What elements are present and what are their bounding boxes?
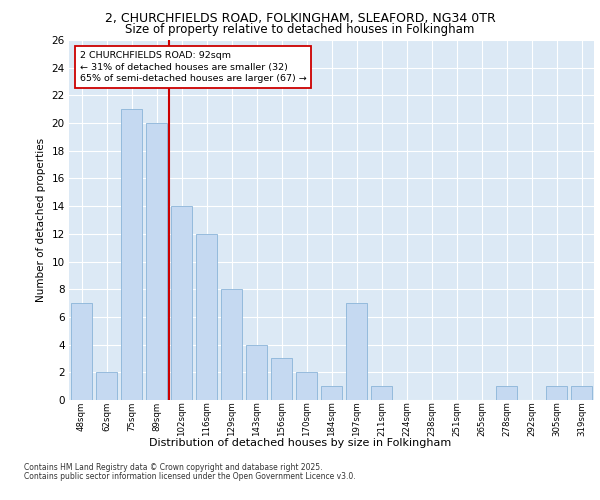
Text: 2 CHURCHFIELDS ROAD: 92sqm
← 31% of detached houses are smaller (32)
65% of semi: 2 CHURCHFIELDS ROAD: 92sqm ← 31% of deta… (79, 51, 306, 84)
Bar (171, 206, 192, 400)
Text: Contains HM Land Registry data © Crown copyright and database right 2025.: Contains HM Land Registry data © Crown c… (24, 464, 323, 472)
Text: Contains public sector information licensed under the Open Government Licence v3: Contains public sector information licen… (24, 472, 356, 481)
Bar (571, 386, 592, 400)
Bar (71, 303, 92, 400)
Text: 2, CHURCHFIELDS ROAD, FOLKINGHAM, SLEAFORD, NG34 0TR: 2, CHURCHFIELDS ROAD, FOLKINGHAM, SLEAFO… (104, 12, 496, 25)
Bar (96, 372, 117, 400)
Bar (371, 386, 392, 400)
Y-axis label: Number of detached properties: Number of detached properties (36, 138, 46, 302)
Text: Distribution of detached houses by size in Folkingham: Distribution of detached houses by size … (149, 438, 451, 448)
Bar (496, 386, 517, 400)
Bar (121, 109, 142, 400)
Bar (546, 386, 567, 400)
Bar (146, 123, 167, 400)
Bar (321, 386, 342, 400)
Bar (346, 303, 367, 400)
Bar (271, 358, 292, 400)
Text: Size of property relative to detached houses in Folkingham: Size of property relative to detached ho… (125, 22, 475, 36)
Bar (196, 234, 217, 400)
Bar (246, 344, 267, 400)
Bar (296, 372, 317, 400)
Bar (221, 289, 242, 400)
